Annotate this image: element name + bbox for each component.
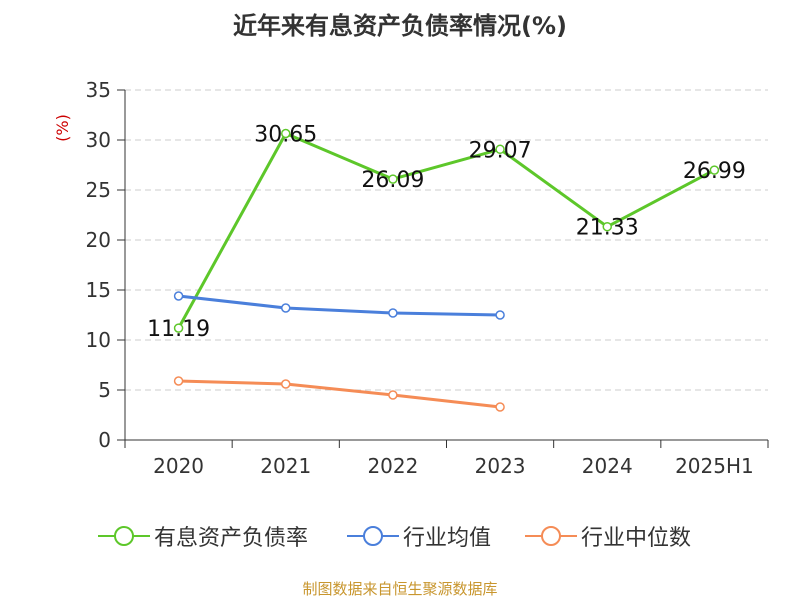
series-line-2 — [178, 379, 501, 409]
legend-label: 有息资产负债率 — [154, 526, 309, 551]
x-tick-label: 2021 — [260, 454, 311, 478]
data-point — [495, 144, 505, 155]
data-label: 30.65 — [254, 123, 317, 148]
legend-label: 行业均值 — [403, 526, 492, 551]
data-point — [388, 390, 398, 400]
data-point — [388, 308, 398, 318]
x-tick-label: 2023 — [475, 454, 526, 478]
y-tick-label: 20 — [86, 228, 111, 252]
x-tick-label: 2022 — [367, 454, 418, 478]
data-point — [173, 291, 184, 301]
series-points — [173, 128, 720, 412]
data-label: 21.33 — [576, 216, 639, 241]
data-point — [281, 128, 291, 139]
y-axis-label: (%) — [53, 114, 72, 142]
data-point — [388, 174, 398, 184]
data-label: 26.09 — [361, 168, 424, 193]
data-point — [173, 376, 184, 386]
y-tick-label: 15 — [86, 278, 111, 302]
axes: 0 5 10 15 20 25 30 35 2020 2021 2022 2023 2024 2025H1… — [53, 78, 769, 478]
data-label: 29.07 — [469, 138, 532, 163]
y-tick-label: 35 — [86, 78, 111, 102]
x-tick-label: 2025H1 — [675, 454, 754, 478]
source-note: 制图数据来自恒生聚源数据库 — [302, 580, 498, 598]
data-point — [495, 402, 505, 412]
legend-item-2[interactable]: 行业中位数 — [525, 521, 691, 551]
x-tick-label: 2024 — [582, 454, 633, 478]
series-line-0 — [177, 132, 716, 329]
data-point — [602, 221, 612, 232]
data-point — [709, 165, 720, 175]
y-tick-label: 30 — [86, 128, 111, 152]
y-tick-label: 0 — [98, 428, 111, 452]
legend-line-icon — [525, 526, 577, 546]
y-tick-label: 10 — [86, 328, 111, 352]
data-point — [495, 310, 505, 320]
legend-label: 行业中位数 — [581, 526, 692, 551]
data-label: 26.99 — [683, 159, 746, 184]
y-tick-label: 25 — [86, 178, 111, 202]
grid-lines — [125, 89, 768, 391]
legend-line-icon — [98, 526, 150, 546]
data-label: 11.19 — [147, 317, 210, 342]
legend-item-1[interactable]: 行业均值 — [347, 521, 491, 551]
data-point — [281, 379, 291, 389]
legend-item-0[interactable]: 有息资产负债率 — [98, 521, 308, 551]
series-line-1 — [178, 294, 501, 317]
data-point — [173, 323, 184, 333]
data-point — [281, 303, 291, 313]
legend-line-icon — [347, 526, 399, 546]
chart-title: 近年来有息资产负债率情况(%) — [233, 12, 567, 40]
series-lines — [177, 132, 716, 409]
data-labels: 11.19 30.65 26.09 29.07 21.33 26.99 — [147, 123, 746, 343]
y-tick-label: 5 — [98, 378, 111, 402]
x-tick-label: 2020 — [153, 454, 204, 478]
